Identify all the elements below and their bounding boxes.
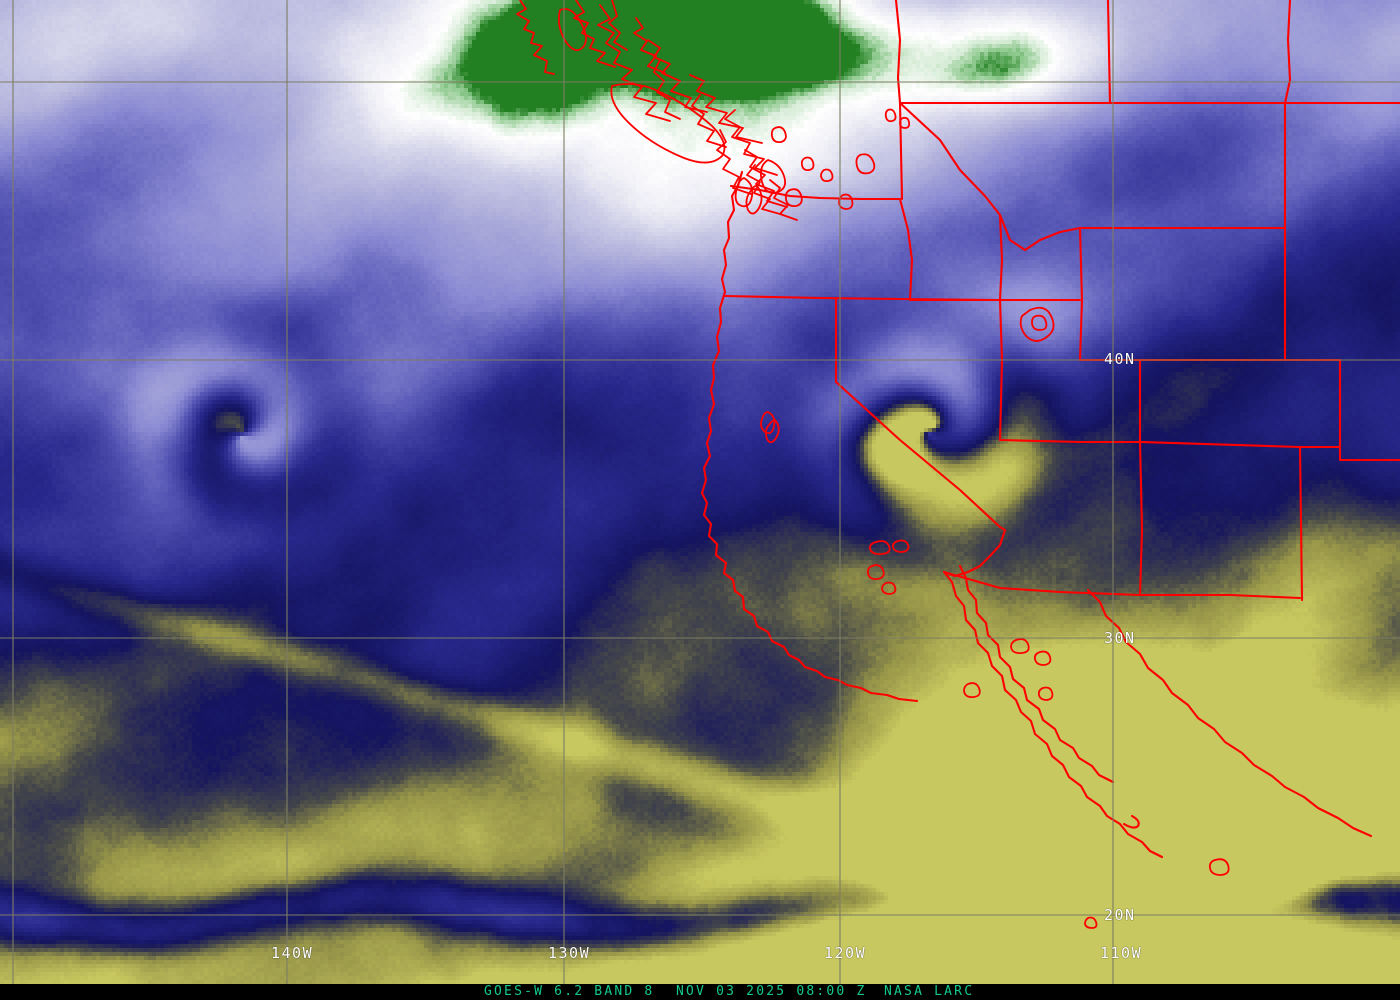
- lon-label-140w: 140W: [271, 944, 314, 962]
- source-label: NASA LARC: [884, 984, 975, 999]
- lon-label-110w: 110W: [1100, 944, 1143, 962]
- political-boundaries: [723, 0, 1400, 602]
- lon-label-120w: 120W: [824, 944, 867, 962]
- lat-label-20n: 20N: [1104, 906, 1136, 924]
- coastline-us-west: [700, 159, 919, 703]
- lon-label-130w: 130W: [548, 944, 591, 962]
- lat-label-40n: 40N: [1104, 350, 1136, 368]
- status-bar: GOES-W 6.2 BAND 8 NOV 03 2025 08:00 Z NA…: [0, 984, 1400, 1000]
- coastline-british-columbia: [516, 0, 911, 221]
- lat-label-30n: 30N: [1104, 629, 1136, 647]
- product-label: GOES-W 6.2 BAND 8: [484, 984, 655, 999]
- datetime-label: NOV 03 2025 08:00 Z: [676, 984, 867, 999]
- coastline-baja-california: [942, 564, 1373, 929]
